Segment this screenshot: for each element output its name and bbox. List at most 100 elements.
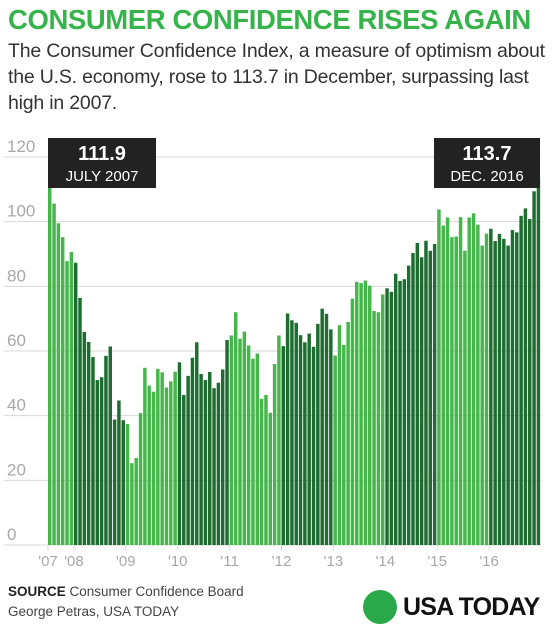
- bar: [164, 387, 169, 545]
- bar: [65, 261, 69, 545]
- bar: [307, 333, 311, 545]
- bar: [82, 331, 87, 545]
- bar: [216, 382, 221, 545]
- bar: [467, 217, 471, 545]
- y-tick-label: 0: [7, 525, 16, 544]
- bar: [130, 463, 134, 545]
- bar: [528, 219, 532, 545]
- bar: [48, 183, 52, 545]
- bar: [203, 380, 208, 545]
- bar: [402, 279, 407, 545]
- annotation-box: [48, 138, 156, 188]
- bar: [385, 288, 389, 545]
- annotation-date: JULY 2007: [66, 168, 139, 185]
- bar: [190, 357, 195, 545]
- bar: [398, 280, 402, 545]
- bar: [337, 325, 342, 545]
- bar: [125, 424, 130, 545]
- bar: [182, 394, 186, 545]
- bar: [169, 381, 173, 545]
- bar: [73, 262, 78, 545]
- x-tick-label: '14: [376, 553, 396, 570]
- bar: [458, 217, 463, 545]
- bar: [502, 238, 506, 546]
- bar: [480, 245, 484, 545]
- logo-dot-icon: [363, 590, 397, 624]
- bar: [515, 232, 519, 545]
- bar: [255, 353, 260, 545]
- x-tick-label: '08: [64, 553, 84, 570]
- bar: [268, 412, 273, 545]
- bar: [463, 250, 467, 545]
- bar: [285, 313, 290, 545]
- bar: [264, 394, 268, 545]
- bar: [156, 368, 160, 545]
- x-tick-label: '09: [116, 553, 136, 570]
- bar: [112, 419, 117, 545]
- bar: [277, 335, 281, 545]
- bar: [441, 225, 445, 546]
- bar: [199, 373, 203, 545]
- bar: [363, 280, 368, 545]
- bar: [238, 338, 242, 545]
- bar: [506, 245, 510, 545]
- y-tick-label: 100: [7, 202, 35, 221]
- bar-chart: 0 20 40 60 80 100 120 '07 '08 '09 '10 '11 '12 '13 '14 '…: [4, 137, 541, 570]
- bar: [415, 243, 420, 545]
- bar: [52, 203, 56, 545]
- x-tick-label: '13: [324, 553, 344, 570]
- bar: [380, 294, 385, 545]
- bar: [233, 312, 238, 545]
- bar: [186, 375, 190, 545]
- bar: [445, 217, 450, 545]
- x-tick-label: '15: [427, 553, 447, 570]
- annotation-box: [434, 138, 540, 188]
- credit-line: George Petras, USA TODAY: [8, 604, 180, 619]
- y-tick-label: 20: [7, 460, 26, 479]
- bar: [359, 283, 363, 545]
- x-tick-label: '16: [479, 553, 499, 570]
- bar: [151, 391, 156, 545]
- bar: [510, 230, 515, 545]
- x-tick-label: '11: [220, 553, 238, 570]
- bar: [437, 209, 441, 545]
- bar: [117, 400, 121, 545]
- bar: [316, 323, 320, 545]
- bar: [147, 385, 151, 545]
- bar: [523, 208, 528, 545]
- bar: [372, 310, 376, 545]
- chart-subtitle: The Consumer Confidence Index, a measure…: [8, 40, 545, 114]
- bar: [311, 346, 316, 545]
- bar: [350, 298, 355, 545]
- bar: [355, 281, 359, 545]
- bar: [454, 236, 458, 545]
- bar: [160, 372, 164, 545]
- bar: [290, 320, 294, 545]
- bar: [476, 224, 480, 545]
- source-text: Consumer Confidence Board: [69, 584, 244, 599]
- bar: [212, 388, 216, 545]
- bar: [246, 345, 251, 545]
- bar: [195, 342, 199, 545]
- bar: [56, 223, 61, 545]
- x-tick-label: '12: [272, 553, 292, 570]
- x-tick-label: '10: [168, 553, 188, 570]
- bar: [333, 355, 337, 545]
- bar: [242, 331, 247, 545]
- bar: [324, 313, 329, 545]
- bar: [177, 362, 182, 545]
- annotation-value: 113.7: [463, 143, 512, 165]
- bar: [342, 344, 346, 545]
- bar: [99, 377, 104, 545]
- bar: [493, 241, 497, 545]
- bar: [489, 228, 493, 545]
- bar: [432, 243, 437, 545]
- bar: [138, 413, 143, 545]
- bar: [108, 346, 112, 545]
- bar: [95, 380, 100, 545]
- y-tick-label: 80: [7, 266, 26, 285]
- bar: [294, 322, 298, 545]
- bar: [424, 240, 428, 545]
- annotation-date: DEC. 2016: [450, 168, 523, 185]
- chart-title: CONSUMER CONFIDENCE RISES AGAIN: [8, 4, 531, 35]
